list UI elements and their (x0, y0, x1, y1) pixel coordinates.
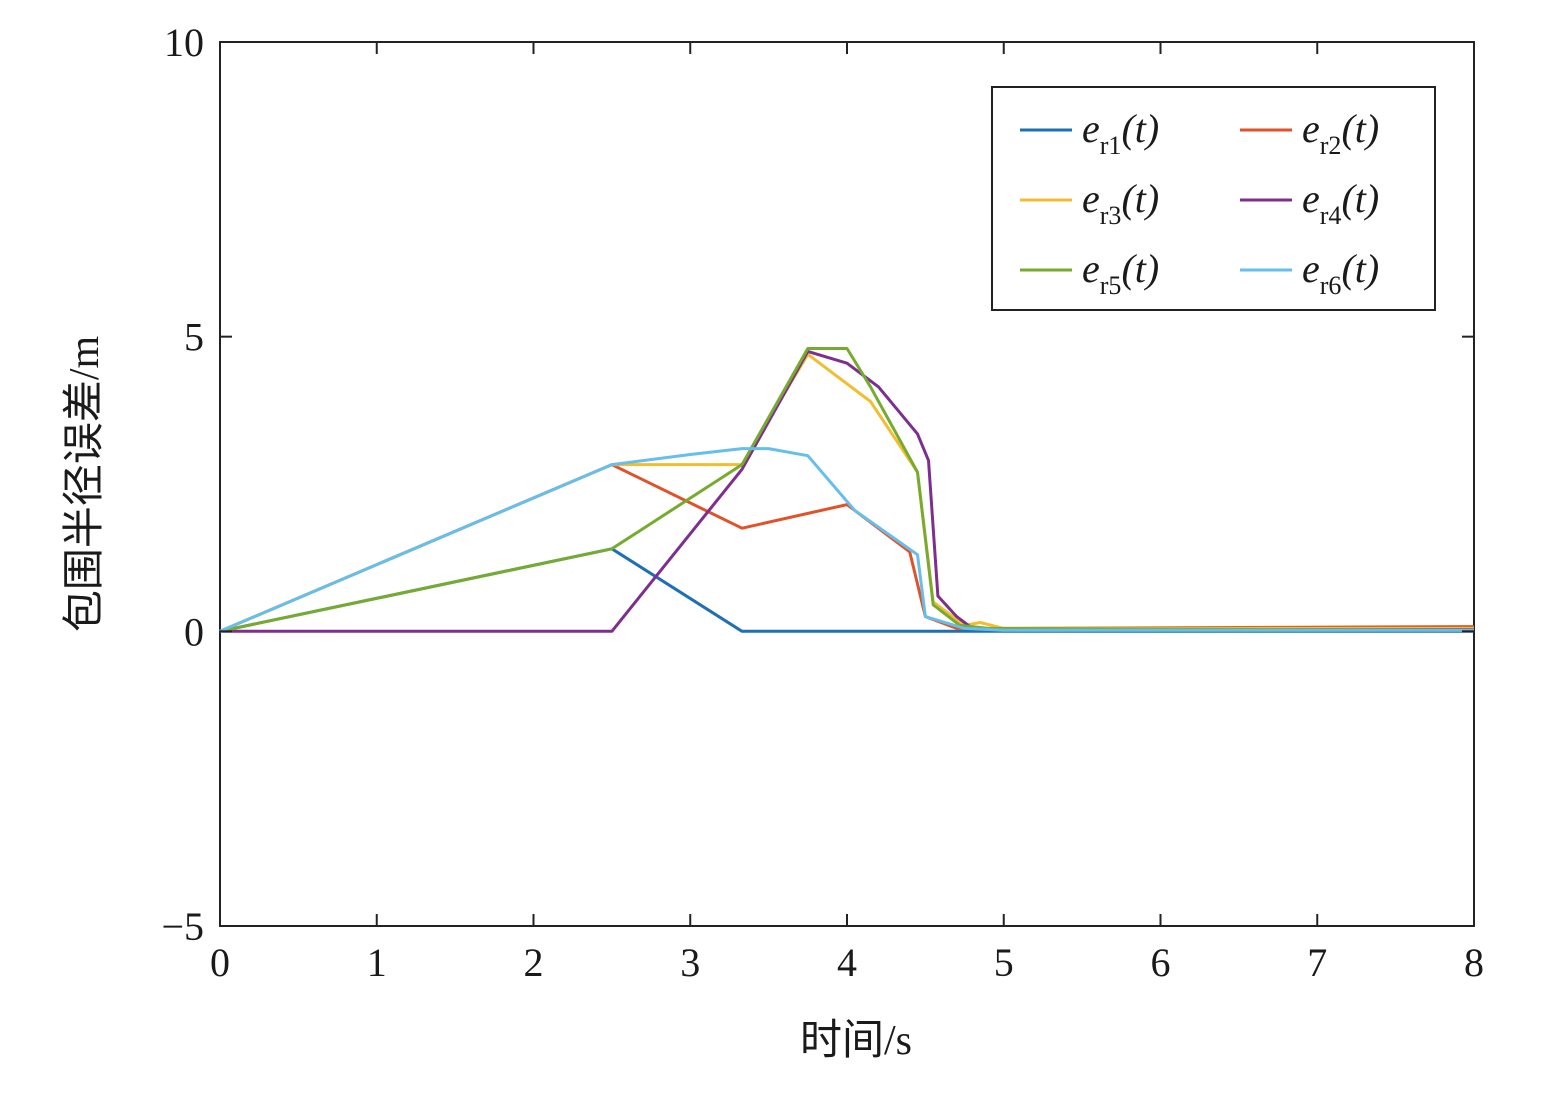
legend-entry-6: er6(t) (1240, 246, 1379, 300)
legend-label: er5(t) (1082, 246, 1159, 300)
x-tick-label: 7 (1307, 940, 1327, 985)
legend-label: er6(t) (1302, 246, 1379, 300)
series-line-6 (219, 447, 1474, 633)
x-tick-label: 8 (1464, 940, 1484, 985)
legend-entry-3: er3(t) (1020, 176, 1159, 230)
y-tick-label: 5 (184, 315, 204, 360)
x-tick-label: 5 (994, 940, 1014, 985)
legend-label: er3(t) (1082, 176, 1159, 230)
y-axis-label: 包围半径误差/m (62, 336, 108, 633)
legend-entry-2: er2(t) (1240, 106, 1379, 160)
x-tick-label: 3 (680, 940, 700, 985)
x-tick-label: 0 (210, 940, 230, 985)
y-tick-label: 0 (184, 609, 204, 654)
legend-label: er2(t) (1302, 106, 1379, 160)
y-tick-label: 10 (164, 20, 204, 65)
legend: er1(t) er2(t) er3(t) er4(t) er5(t) er6(t) (991, 86, 1436, 311)
x-tick-label: 6 (1151, 940, 1171, 985)
x-tick-label: 1 (367, 940, 387, 985)
legend-entry-4: er4(t) (1240, 176, 1379, 230)
y-tick-label: −5 (161, 904, 204, 949)
legend-entry-5: er5(t) (1020, 246, 1159, 300)
legend-label: er1(t) (1082, 106, 1159, 160)
x-axis-label: 时间/s (800, 1018, 912, 1064)
x-tick-label: 4 (837, 940, 857, 985)
x-tick-label: 2 (524, 940, 544, 985)
legend-label: er4(t) (1302, 176, 1379, 230)
series-line-5 (219, 347, 1475, 633)
series-layer (219, 347, 1475, 633)
legend-entry-1: er1(t) (1020, 106, 1159, 160)
